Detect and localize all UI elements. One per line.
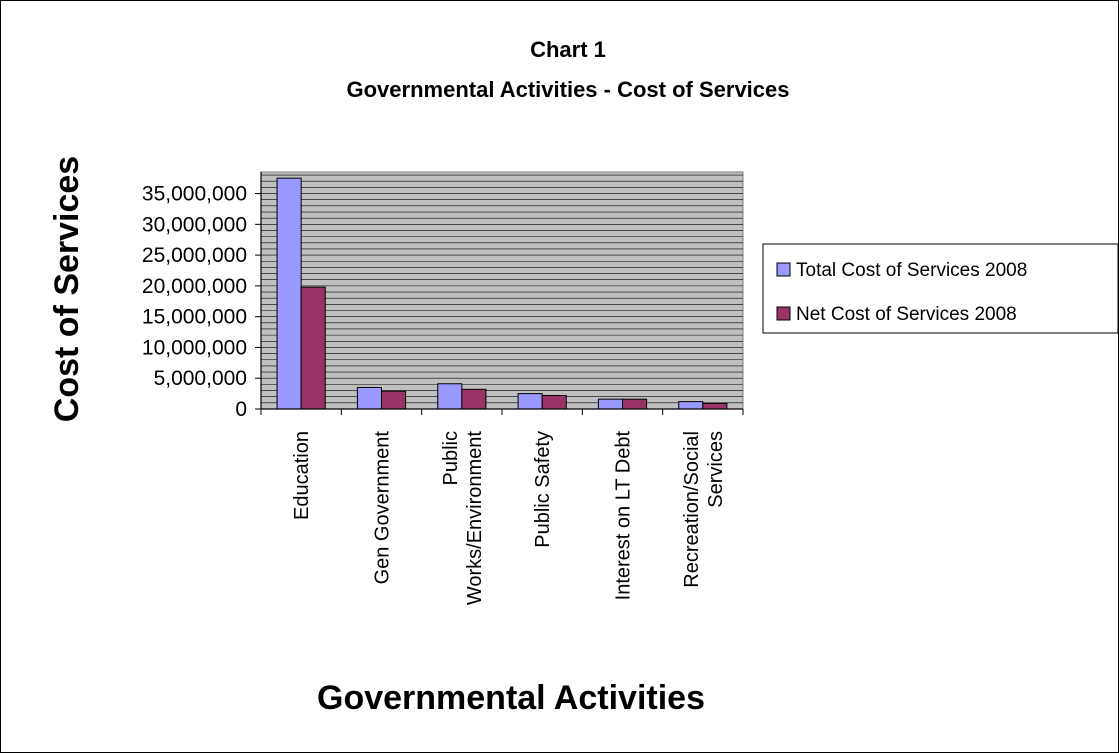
bar-total-1 — [356, 386, 382, 410]
chart-subtitle: Governmental Activities - Cost of Servic… — [347, 77, 790, 102]
y-tick-label: 20,000,000 — [142, 275, 247, 298]
bar-total-4 — [597, 398, 624, 410]
x-tick-label: Recreation/Social Services — [681, 431, 727, 588]
y-axis-label: Cost of Services — [48, 156, 86, 422]
legend-label-total: Total Cost of Services 2008 — [796, 260, 1027, 281]
x-tick-label: Public Works/Environment — [440, 431, 486, 606]
bar-total-3 — [517, 393, 543, 410]
x-tick-label: Interest on LT Debt — [613, 431, 635, 601]
legend-box — [762, 243, 1119, 334]
bars — [276, 177, 728, 410]
legend-swatch-total — [776, 262, 791, 277]
bar-net-3 — [541, 394, 567, 410]
bar-total-2 — [437, 383, 463, 410]
y-tick-label: 30,000,000 — [142, 213, 247, 236]
x-tick-label: Gen Government — [372, 431, 394, 585]
y-tick-label: 15,000,000 — [142, 306, 247, 329]
legend: Total Cost of Services 2008 Net Cost of … — [762, 243, 1119, 334]
y-tick-label: 10,000,000 — [142, 336, 247, 359]
x-tick-labels: Education Gen Government Public Works/Envir… — [291, 431, 727, 606]
bar-net-5 — [702, 402, 728, 410]
legend-swatch-net — [776, 306, 791, 321]
bar-total-0 — [276, 177, 302, 410]
bar-total-5 — [678, 401, 704, 410]
y-tick-label: 25,000,000 — [142, 244, 247, 267]
axes — [255, 172, 744, 415]
y-tick-label: 0 — [235, 398, 247, 421]
y-tick-label: 35,000,000 — [142, 183, 247, 206]
x-tick-label: Public Safety — [532, 431, 554, 548]
x-axis-label: Governmental Activities — [317, 679, 705, 717]
chart-title: Chart 1 — [530, 37, 606, 62]
plot-background — [260, 171, 744, 410]
plot-area — [260, 171, 744, 410]
bar-net-1 — [381, 390, 407, 410]
legend-label-net: Net Cost of Services 2008 — [796, 304, 1017, 325]
bar-net-2 — [461, 388, 487, 410]
x-tick-label: Education — [291, 431, 313, 520]
bar-net-0 — [300, 286, 326, 410]
bar-net-4 — [622, 398, 648, 410]
y-tick-labels: 0 5,000,000 10,000,000 15,000,000 20,000,000… — [142, 183, 247, 421]
y-tick-label: 5,000,000 — [154, 367, 247, 390]
